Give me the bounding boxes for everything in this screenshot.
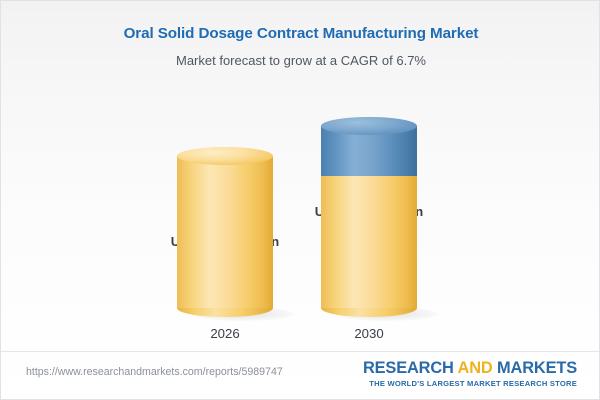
brand-logo-tagline: THE WORLD'S LARGEST MARKET RESEARCH STOR… <box>369 379 577 388</box>
category-label-2030: 2030 <box>354 326 384 341</box>
cylinder-top-cap-2030 <box>321 117 417 135</box>
footer: https://www.researchandmarkets.com/repor… <box>1 351 599 399</box>
chart-plot-area: USD 45.59 Billion 2026 USD 59.05 Billion… <box>1 81 599 343</box>
brand-logo-wordmark: RESEARCH AND MARKETS <box>363 359 577 378</box>
cylinder-2030 <box>321 117 439 321</box>
brand-logo-word-research: RESEARCH <box>362 359 454 377</box>
category-label-2026: 2026 <box>210 326 240 341</box>
page-subtitle: Market forecast to grow at a CAGR of 6.7… <box>176 53 426 68</box>
brand-logo-word-markets: MARKETS <box>497 359 577 377</box>
page-title: Oral Solid Dosage Contract Manufacturing… <box>123 25 479 42</box>
cylinder-2026 <box>177 147 295 321</box>
brand-logo-word-and: AND <box>457 359 493 377</box>
brand-logo[interactable]: RESEARCH AND MARKETS THE WORLD'S LARGEST… <box>363 359 577 388</box>
cylinder-base-segment-2030 <box>321 176 417 308</box>
cylinder-base-segment-2026 <box>177 156 273 308</box>
source-url-link[interactable]: https://www.researchandmarkets.com/repor… <box>26 366 283 378</box>
cylinder-top-cap-2026 <box>177 147 273 165</box>
